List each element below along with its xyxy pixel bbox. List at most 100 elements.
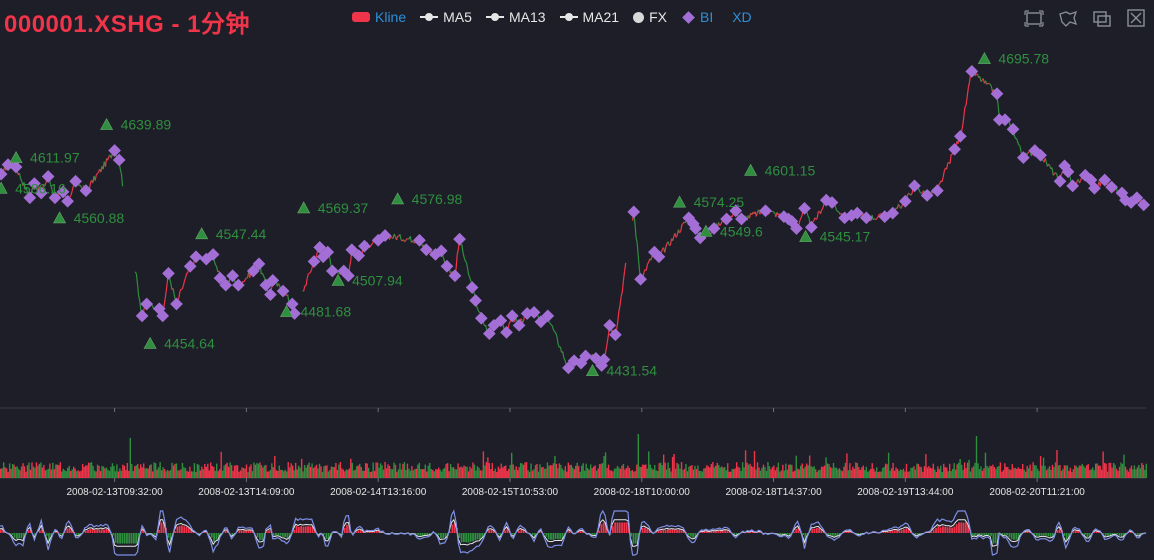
macd-bar	[793, 531, 795, 533]
volume-bar	[555, 463, 558, 478]
kline-candle	[672, 236, 675, 241]
macd-bar	[18, 533, 21, 539]
legend-item-fx[interactable]: FX	[633, 9, 667, 25]
zoom-icon[interactable]	[1024, 8, 1044, 28]
volume-bar	[266, 471, 269, 478]
volume-bar	[440, 471, 443, 478]
kline-candle	[69, 194, 72, 198]
volume-bar	[1135, 469, 1137, 478]
kline-candle	[214, 264, 218, 267]
volume-bar	[455, 469, 458, 478]
kline-candle	[213, 260, 217, 265]
macd-bar	[1045, 533, 1047, 536]
volume-bar	[715, 465, 717, 478]
volume-bar	[466, 466, 468, 478]
volume-bar	[1115, 468, 1118, 478]
volume-bar	[732, 469, 735, 478]
kline-candle	[549, 322, 552, 326]
macd-bar	[59, 533, 62, 535]
kline-candle	[44, 182, 47, 187]
restore-icon[interactable]	[1092, 8, 1112, 28]
volume-bar	[917, 463, 920, 478]
bi-point	[285, 297, 299, 311]
bi-point	[34, 186, 48, 200]
kline-candle	[989, 83, 992, 87]
volume-bar	[645, 464, 647, 478]
macd-bar	[75, 533, 78, 536]
volume-bar	[575, 465, 577, 478]
volume-bar	[765, 470, 768, 478]
volume-bar	[89, 462, 91, 478]
macd-bar	[203, 531, 206, 533]
volume-bar	[661, 465, 663, 478]
volume-bar	[332, 466, 334, 478]
macd-bar	[983, 533, 986, 536]
volume-bar	[236, 465, 239, 478]
kline-candle	[455, 254, 458, 269]
volume-bar	[646, 468, 648, 478]
kline-candle	[181, 285, 184, 290]
volume-bar	[268, 471, 270, 478]
macd-bar	[100, 529, 103, 533]
legend-item-bi[interactable]: BI	[681, 9, 713, 25]
volume-bar	[11, 463, 14, 478]
volume-bar	[908, 471, 911, 478]
macd-bar	[275, 533, 277, 536]
volume-bar	[728, 471, 730, 478]
zoom-reset-icon[interactable]	[1058, 8, 1078, 28]
macd-bar	[797, 527, 800, 533]
macd-bar	[71, 529, 73, 533]
volume-bar	[516, 470, 519, 478]
volume-bar	[370, 471, 373, 478]
volume-bar	[871, 463, 873, 478]
bi-point	[264, 288, 277, 301]
legend-item-ma5[interactable]: MA5	[420, 9, 472, 25]
macd-bar	[1010, 533, 1013, 540]
volume-bar	[132, 471, 134, 478]
kline-candle	[462, 252, 465, 258]
legend-item-ma21[interactable]: MA21	[559, 9, 619, 25]
macd-bar	[1038, 533, 1041, 537]
kline-candle	[664, 247, 667, 253]
volume-bar	[1102, 451, 1104, 478]
volume-bar	[247, 471, 249, 478]
macd-bar	[1077, 530, 1080, 533]
kline-candle	[163, 299, 166, 308]
macd-bar	[77, 533, 80, 536]
volume-bar	[890, 468, 893, 478]
volume-bar	[424, 464, 426, 478]
volume-bar	[883, 466, 885, 478]
macd-bar	[158, 529, 160, 533]
volume-bar	[90, 462, 93, 478]
macd-bar	[994, 533, 997, 544]
bi-series	[0, 64, 1151, 375]
volume-bar	[162, 467, 164, 478]
volume-bar	[814, 469, 817, 478]
volume-bar	[35, 462, 38, 478]
macd-bar	[13, 533, 16, 538]
legend-item-ma13[interactable]: MA13	[485, 9, 546, 25]
macd-bar	[616, 522, 619, 533]
macd-bar	[178, 525, 181, 533]
volume-bar	[740, 470, 742, 478]
bi-point	[276, 284, 290, 298]
volume-bar	[318, 463, 321, 478]
volume-bar	[244, 468, 246, 478]
volume-bar	[947, 471, 949, 478]
volume-bar	[986, 465, 988, 478]
volume-bar	[853, 468, 856, 478]
xd-label: 4574.25	[694, 194, 745, 210]
xd-label: 4639.89	[121, 117, 172, 133]
volume-bar	[192, 471, 194, 478]
kline-candle	[623, 262, 627, 272]
macd-bar	[710, 531, 713, 533]
volume-bar	[67, 467, 69, 478]
volume-bar	[633, 471, 635, 478]
volume-bar	[987, 467, 990, 478]
legend-item-xd[interactable]: XD	[727, 9, 751, 25]
macd-bar	[98, 529, 101, 533]
macd-bar	[676, 529, 678, 533]
legend-item-kline[interactable]: Kline	[352, 9, 406, 25]
data-view-icon[interactable]	[1126, 8, 1146, 28]
kline-candle	[135, 273, 139, 285]
